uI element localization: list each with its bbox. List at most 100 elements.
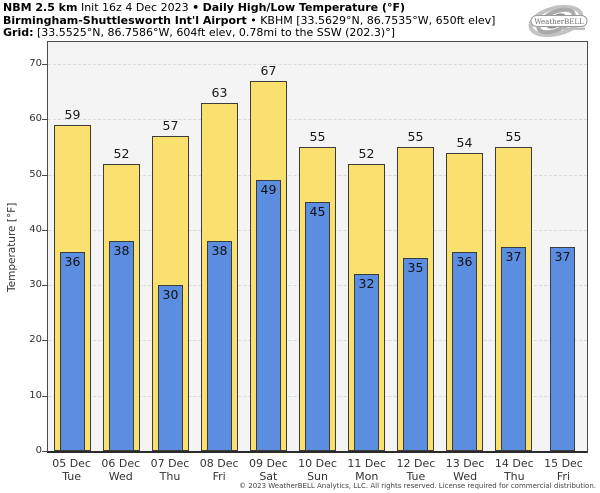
- x-tick-label: 08 Dec Fri: [195, 457, 244, 483]
- low-temp-bar: 35: [402, 257, 429, 451]
- grid-line: [48, 119, 587, 121]
- x-tick-label: 09 Dec Sat: [244, 457, 293, 483]
- y-tick-mark: [42, 451, 47, 452]
- bullet-separator: •: [250, 13, 257, 27]
- y-tick-mark: [42, 119, 47, 121]
- bar-group: 55 37: [489, 42, 538, 451]
- low-value-label: 35: [407, 259, 424, 275]
- x-axis-labels: 05 Dec Tue 06 Dec Wed 07 Dec Thu 08 Dec Fri 09 D…: [47, 457, 588, 483]
- low-value-label: 45: [309, 204, 326, 220]
- x-tick-date: 13 Dec: [445, 457, 485, 470]
- low-temp-bar: 36: [451, 252, 478, 451]
- x-tick-day: Sat: [259, 470, 278, 483]
- high-value-label: 63: [211, 84, 228, 100]
- bar-group: 67 49: [244, 42, 293, 451]
- high-value-label: 57: [162, 117, 179, 133]
- chart-title-line-3: Grid: [33.5525°N, 86.7586°W, 604ft elev,…: [3, 26, 495, 40]
- x-tick-date: 05 Dec: [52, 457, 91, 470]
- x-tick-day: Fri: [212, 470, 226, 483]
- low-temp-bar: 36: [59, 252, 86, 451]
- grid-info: [33.5525°N, 86.7586°W, 604ft elev, 0.78m…: [37, 26, 395, 39]
- bullet-separator: •: [192, 1, 200, 14]
- x-tick-day: Thu: [159, 470, 181, 483]
- low-value-label: 49: [260, 182, 277, 198]
- init-time: Init 16z 4 Dec 2023: [80, 1, 189, 14]
- low-value-label: 36: [456, 254, 473, 270]
- bar-group: 55 35: [391, 42, 440, 451]
- weatherbell-logo: WeatherBELL: [528, 4, 588, 38]
- x-tick-date: 15 Dec: [544, 457, 583, 470]
- low-temp-bar: 32: [353, 274, 380, 451]
- product-name: Daily High/Low Temperature (°F): [202, 1, 405, 14]
- x-tick-label: 05 Dec Tue: [47, 457, 96, 483]
- y-tick-label: 40: [29, 223, 42, 235]
- y-tick-label: 30: [29, 279, 42, 291]
- x-tick-day: Tue: [62, 470, 81, 483]
- x-tick-day: Mon: [355, 470, 379, 483]
- low-value-label: 37: [505, 248, 522, 264]
- low-value-label: 38: [113, 242, 130, 258]
- low-value-label: 38: [211, 242, 228, 258]
- low-temp-bar: 38: [206, 240, 233, 451]
- x-tick-date: 07 Dec: [150, 457, 190, 470]
- x-tick-day: Sun: [307, 470, 328, 483]
- y-tick-mark: [42, 285, 47, 287]
- bar-group: 55 45: [293, 42, 342, 451]
- grid-line: [48, 64, 587, 66]
- low-temp-bar: 37: [549, 246, 576, 451]
- bar-group: 52 32: [342, 42, 391, 451]
- x-tick-day: Tue: [406, 470, 426, 483]
- low-value-label: 36: [64, 254, 81, 270]
- high-value-label: 52: [358, 145, 375, 161]
- bar-group: 57 30: [146, 42, 195, 451]
- high-value-label: 55: [407, 129, 424, 145]
- bar-group: 59 36: [48, 42, 97, 451]
- low-temp-bar: 45: [304, 202, 331, 451]
- high-value-label: 55: [309, 129, 326, 145]
- x-tick-date: 06 Dec: [101, 457, 141, 470]
- plot-area: 59 36 52 38 57 30 63 38 67 49 55 45 52 32 55 35 54 36 55 37…: [47, 41, 588, 453]
- low-temp-bar: 30: [157, 285, 184, 451]
- station-name: Birmingham-Shuttlesworth Int'l Airport: [3, 13, 247, 27]
- x-tick-day: Fri: [556, 470, 571, 483]
- y-tick-label: 70: [29, 58, 42, 70]
- station-info: KBHM [33.5629°N, 86.7535°W, 650ft elev]: [260, 13, 496, 27]
- x-tick-label: 10 Dec Sun: [293, 457, 342, 483]
- high-value-label: 59: [64, 106, 81, 122]
- bar-group: 37: [538, 42, 587, 451]
- x-tick-label: 15 Dec Fri: [539, 457, 588, 483]
- y-tick-mark: [42, 395, 47, 397]
- low-temp-bar: 37: [500, 246, 527, 451]
- low-value-label: 37: [554, 248, 571, 264]
- y-tick-label: 60: [29, 113, 42, 125]
- x-tick-date: 09 Dec: [248, 457, 288, 470]
- y-tick-mark: [42, 340, 47, 342]
- chart-header: NBM 2.5 km Init 16z 4 Dec 2023 • Daily H…: [3, 1, 496, 40]
- chart-title-line-2: Birmingham-Shuttlesworth Int'l Airport •…: [3, 13, 496, 28]
- logo-brand-text: WeatherBELL: [534, 18, 584, 26]
- x-tick-date: 12 Dec: [396, 457, 436, 470]
- y-tick-label: 10: [29, 389, 42, 401]
- high-value-label: 54: [456, 134, 473, 150]
- copyright-notice: © 2023 WeatherBELL Analytics, LLC. All r…: [239, 482, 596, 490]
- x-tick-day: Wed: [108, 470, 133, 483]
- x-tick-label: 12 Dec Tue: [391, 457, 440, 483]
- chart-title-line-1: NBM 2.5 km Init 16z 4 Dec 2023 • Daily H…: [3, 1, 495, 15]
- x-tick-label: 11 Dec Mon: [342, 457, 391, 483]
- y-tick-mark: [42, 64, 47, 66]
- x-tick-date: 10 Dec: [298, 457, 337, 470]
- bar-group: 52 38: [97, 42, 146, 451]
- x-tick-date: 11 Dec: [347, 457, 387, 470]
- x-tick-day: Thu: [503, 470, 525, 483]
- low-temp-bar: 49: [255, 180, 282, 451]
- x-tick-label: 13 Dec Wed: [441, 457, 490, 483]
- y-tick-label: 20: [29, 334, 42, 346]
- x-tick-date: 08 Dec: [199, 457, 239, 470]
- high-value-label: 67: [260, 62, 277, 78]
- x-tick-label: 06 Dec Wed: [96, 457, 145, 483]
- low-value-label: 30: [162, 287, 179, 303]
- x-tick-label: 07 Dec Thu: [145, 457, 194, 483]
- x-tick-day: Wed: [453, 470, 478, 483]
- y-tick-label: 0: [35, 445, 42, 456]
